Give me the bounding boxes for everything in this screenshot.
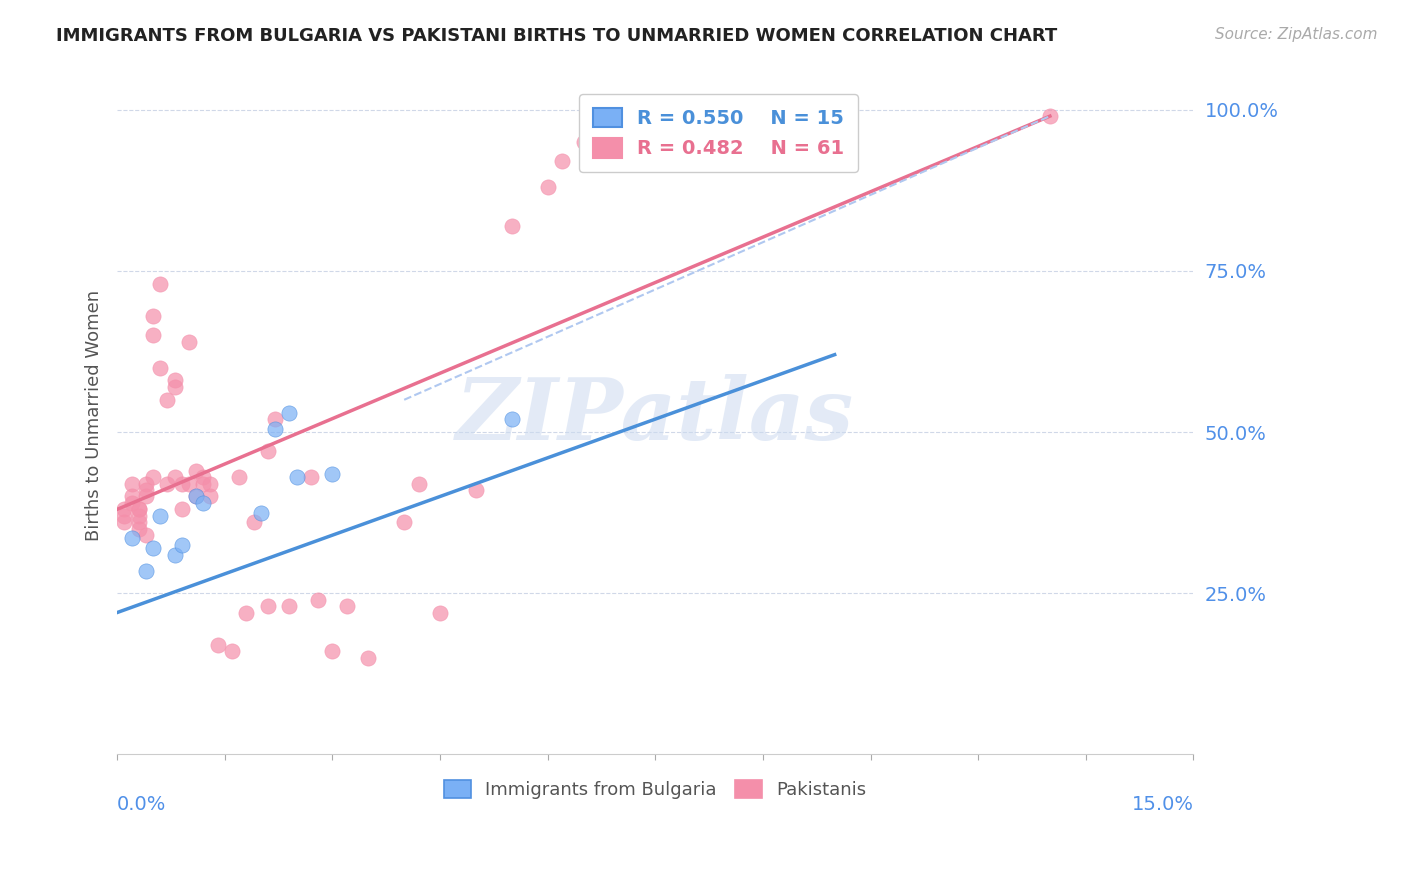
Point [228,470,250,484]
Point [170,476,193,491]
Point [184,464,207,478]
Point [163,470,186,484]
Point [128,502,150,516]
Point [149,508,172,523]
Point [630,122,652,136]
Point [121,496,143,510]
Point [278,599,301,613]
Point [135,483,157,497]
Point [681,115,703,129]
Point [307,592,329,607]
Point [257,599,280,613]
Point [170,502,193,516]
Point [142,470,165,484]
Point [200,476,222,491]
Point [135,564,157,578]
Point [112,516,135,530]
Point [121,476,143,491]
Point [163,380,186,394]
Point [121,532,143,546]
Point [177,334,200,349]
Text: 0.0%: 0.0% [117,795,166,814]
Point [142,309,165,323]
Point [264,422,287,436]
Point [257,444,280,458]
Point [193,476,215,491]
Point [501,219,523,233]
Point [249,506,271,520]
Point [149,277,172,291]
Point [464,483,486,497]
Point [392,516,415,530]
Point [193,496,215,510]
Point [163,373,186,387]
Point [572,135,595,149]
Point [537,180,560,194]
Point [299,470,322,484]
Point [242,516,264,530]
Text: 15.0%: 15.0% [1132,795,1194,814]
Point [156,476,179,491]
Point [551,154,574,169]
Point [149,360,172,375]
Point [644,115,666,129]
Point [336,599,359,613]
Point [429,606,451,620]
Point [408,476,430,491]
Point [321,644,343,658]
Point [235,606,257,620]
Point [357,650,380,665]
Legend: Immigrants from Bulgaria, Pakistanis: Immigrants from Bulgaria, Pakistanis [437,772,875,806]
Point [128,516,150,530]
Point [142,541,165,555]
Point [278,406,301,420]
Point [609,128,631,143]
Point [112,502,135,516]
Point [135,528,157,542]
Point [207,638,229,652]
Point [285,470,308,484]
Point [177,476,200,491]
Point [264,412,287,426]
Point [142,328,165,343]
Point [1039,109,1062,123]
Point [112,508,135,523]
Point [156,392,179,407]
Point [193,470,215,484]
Point [170,538,193,552]
Point [135,490,157,504]
Point [128,522,150,536]
Point [163,548,186,562]
Point [184,490,207,504]
Point [184,490,207,504]
Point [128,508,150,523]
Point [501,412,523,426]
Y-axis label: Births to Unmarried Women: Births to Unmarried Women [86,290,103,541]
Text: ZIPatlas: ZIPatlas [456,374,855,458]
Point [221,644,243,658]
Point [128,502,150,516]
Text: Source: ZipAtlas.com: Source: ZipAtlas.com [1215,27,1378,42]
Point [200,490,222,504]
Point [121,490,143,504]
Point [135,476,157,491]
Text: IMMIGRANTS FROM BULGARIA VS PAKISTANI BIRTHS TO UNMARRIED WOMEN CORRELATION CHAR: IMMIGRANTS FROM BULGARIA VS PAKISTANI BI… [56,27,1057,45]
Point [321,467,343,481]
